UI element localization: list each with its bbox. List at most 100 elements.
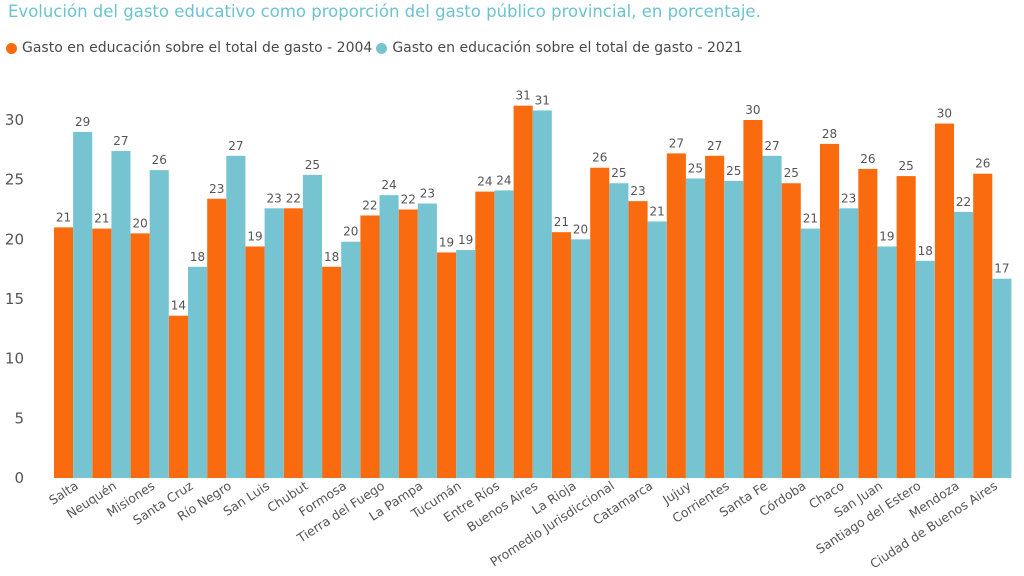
bar-2004	[705, 155, 725, 479]
bar-2021	[609, 183, 629, 478]
data-label: 28	[822, 127, 837, 141]
data-label: 25	[611, 166, 626, 180]
bar-2021	[915, 260, 935, 478]
bar-2021	[762, 155, 782, 479]
bar-2021	[532, 110, 552, 478]
bar-2004	[168, 315, 188, 478]
y-tick-label: 10	[5, 350, 24, 368]
bar-2004	[398, 209, 418, 478]
legend: Gasto en educación sobre el total de gas…	[6, 38, 747, 58]
bar-2004	[934, 123, 954, 478]
bar-2004	[743, 120, 763, 478]
data-label: 18	[324, 250, 339, 264]
bar-2004	[628, 201, 648, 478]
data-label: 21	[650, 204, 665, 218]
bar-2021	[839, 208, 859, 478]
bar-2021	[341, 241, 361, 478]
y-tick-label: 25	[5, 171, 24, 189]
data-label: 31	[535, 93, 550, 107]
bar-2021	[188, 266, 208, 478]
bar-2021	[73, 131, 93, 478]
data-label: 21	[94, 212, 109, 226]
data-label: 26	[975, 157, 990, 171]
data-label: 27	[228, 139, 243, 153]
data-label: 23	[209, 182, 224, 196]
bar-2021	[456, 250, 476, 478]
bar-2021	[302, 174, 322, 479]
bar-2021	[379, 195, 399, 478]
data-label: 27	[764, 139, 779, 153]
y-tick-label: 20	[5, 230, 24, 248]
bar-2021	[954, 211, 974, 479]
bar-2021	[992, 278, 1012, 478]
y-tick-label: 15	[5, 290, 24, 308]
legend-label-2004: Gasto en educación sobre el total de gas…	[22, 40, 373, 56]
data-label: 30	[745, 103, 760, 117]
bar-2004	[475, 191, 495, 478]
bar-2021	[647, 221, 667, 478]
bar-2021	[877, 246, 897, 478]
bar-2021	[149, 170, 169, 478]
data-label: 25	[305, 158, 320, 172]
data-label: 31	[516, 89, 531, 103]
bar-2021	[264, 208, 284, 478]
data-label: 23	[841, 191, 856, 205]
legend-item-2004: Gasto en educación sobre el total de gas…	[6, 40, 372, 56]
data-label: 22	[286, 191, 301, 205]
bar-2004	[437, 252, 457, 478]
legend-swatch-2021	[376, 42, 388, 54]
bar-2021	[417, 203, 437, 479]
bar-2021	[571, 239, 591, 478]
bar-2004	[207, 198, 227, 478]
bar-2004	[92, 228, 112, 478]
bar-2004	[973, 173, 993, 478]
bar-2021	[111, 151, 131, 478]
data-label: 18	[918, 244, 933, 258]
bar-2021	[226, 155, 246, 479]
data-label: 14	[171, 299, 186, 313]
y-tick-label: 5	[14, 409, 24, 427]
legend-label-2021: Gasto en educación sobre el total de gas…	[392, 40, 743, 56]
bar-2004	[666, 153, 686, 478]
data-label: 30	[937, 107, 952, 121]
data-label: 19	[439, 235, 454, 249]
bar-2004	[360, 215, 380, 478]
y-tick-label: 30	[5, 111, 24, 129]
data-label: 20	[133, 216, 148, 230]
data-label: 25	[688, 161, 703, 175]
data-label: 24	[477, 175, 492, 189]
bar-2004	[551, 232, 571, 478]
bar-2004	[54, 227, 74, 478]
data-label: 22	[362, 198, 377, 212]
bar-2004	[283, 208, 303, 478]
bar-2004	[896, 176, 916, 478]
bar-2004	[130, 233, 150, 478]
bar-2021	[724, 180, 744, 479]
data-label: 26	[152, 153, 167, 167]
data-label: 29	[75, 115, 90, 129]
data-label: 18	[190, 250, 205, 264]
bar-2004	[781, 183, 801, 478]
bar-2021	[800, 228, 820, 478]
data-label: 25	[784, 166, 799, 180]
chart-title: Evolución del gasto educativo como propo…	[8, 2, 761, 21]
data-label: 27	[113, 134, 128, 148]
data-label: 23	[630, 184, 645, 198]
bar-2004	[858, 168, 878, 478]
legend-item-2021: Gasto en educación sobre el total de gas…	[376, 40, 743, 56]
data-label: 22	[956, 195, 971, 209]
data-label: 20	[573, 222, 588, 236]
data-label: 25	[726, 164, 741, 178]
data-label: 21	[803, 212, 818, 226]
legend-swatch-2004	[6, 42, 17, 54]
data-label: 23	[267, 191, 282, 205]
data-label: 20	[343, 225, 358, 239]
data-label: 25	[899, 159, 914, 173]
bar-2021	[494, 190, 514, 478]
data-label: 21	[56, 210, 71, 224]
data-label: 23	[420, 187, 435, 201]
data-label: 22	[401, 193, 416, 207]
data-label: 27	[707, 139, 722, 153]
bar-2004	[513, 105, 533, 479]
